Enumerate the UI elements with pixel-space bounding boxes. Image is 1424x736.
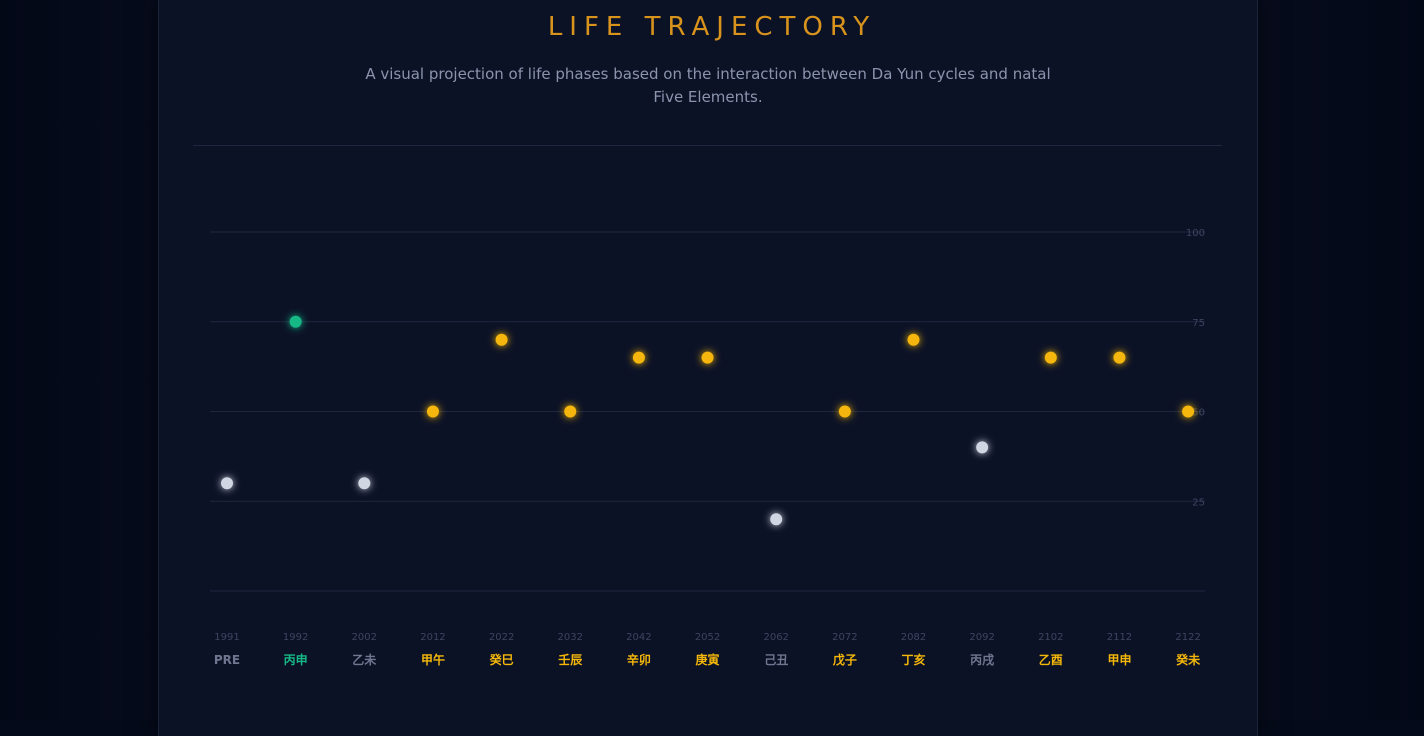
y-tick-label: 75 [1192,318,1205,329]
pillar-label: PRE [214,653,240,667]
pillar-label: 壬辰 [558,652,582,667]
pillar-label: 丙戌 [970,652,994,667]
year-label: 2102 [1038,632,1063,643]
year-label: 2092 [969,632,994,643]
year-label: 2082 [901,632,926,643]
data-point-2022[interactable] [495,333,508,346]
header-divider [193,145,1222,146]
year-label: 2122 [1175,632,1200,643]
pillar-label: 庚寅 [696,652,720,667]
year-label: 2052 [695,632,720,643]
pillar-label: 甲申 [1107,652,1131,667]
data-point-2082[interactable] [907,333,920,346]
pillar-label: 乙未 [352,652,376,667]
year-label: 2072 [832,632,857,643]
data-point-2112[interactable] [1113,351,1126,364]
year-label: 2002 [352,632,377,643]
year-label: 1992 [283,632,308,643]
data-point-2002[interactable] [358,477,371,490]
y-tick-label: 100 [1186,228,1205,239]
page-subtitle: A visual projection of life phases based… [365,65,1051,106]
data-point-1991[interactable] [221,477,233,490]
data-point-2042[interactable] [632,351,645,364]
data-point-2032[interactable] [564,405,577,418]
year-label: 2012 [420,632,445,643]
y-tick-label: 50 [1192,408,1205,419]
year-label: 2032 [558,632,583,643]
year-label: 2112 [1107,632,1132,643]
life-trajectory-chart: 25 50 75 100 1991 PRE 1992 丙申 2002 乙未 2012 甲午 2022 癸… [210,228,1205,667]
data-point-2072[interactable] [838,405,851,418]
year-label: 1991 [214,632,239,643]
year-label: 2062 [763,632,788,643]
data-point-2052[interactable] [701,351,714,364]
data-point-1992[interactable] [289,315,302,328]
year-label: 2042 [626,632,651,643]
pillar-label: 丁亥 [901,652,925,667]
pillar-label: 辛卯 [627,652,651,667]
data-point-2102[interactable] [1044,351,1057,364]
pillar-label: 甲午 [421,652,445,667]
y-tick-label: 25 [1192,497,1205,508]
page-title: LIFE TRAJECTORY [547,12,877,42]
pillar-label: 己丑 [764,653,788,667]
pillar-label: 癸巳 [489,652,514,667]
data-point-2122[interactable] [1182,405,1195,418]
pillar-label: 戊子 [832,652,857,667]
pillar-label: 乙酉 [1039,653,1063,667]
data-point-2012[interactable] [426,405,439,418]
year-label: 2022 [489,632,514,643]
pillar-label: 丙申 [284,652,308,667]
life-trajectory-panel [158,0,1258,736]
pillar-label: 癸未 [1175,652,1200,667]
data-point-2092[interactable] [976,441,989,454]
data-point-2062[interactable] [770,513,783,526]
